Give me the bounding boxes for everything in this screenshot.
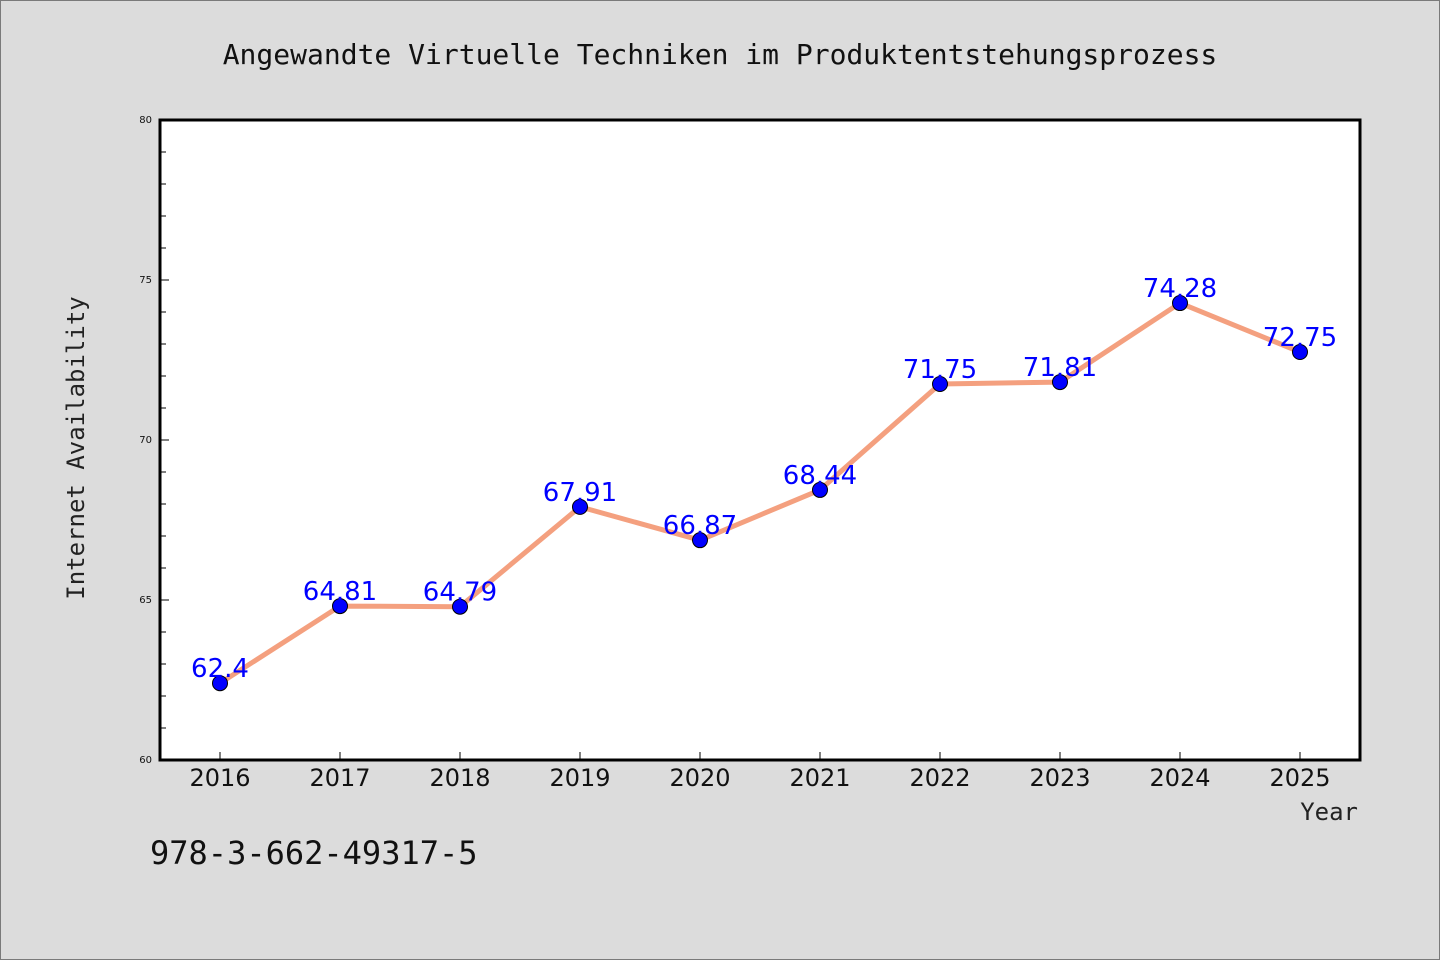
x-tick-label: 2025 [1269, 764, 1330, 792]
data-point-marker [332, 598, 348, 615]
plot-area [158, 118, 1362, 762]
data-point-marker [692, 532, 708, 549]
x-tick-label: 2022 [909, 764, 970, 792]
data-labels-group: 62.4 64.81 64.79 67.91 66.87 68.44 71.75 71.81 7… [191, 274, 1337, 684]
y-tick-label: 65 [139, 595, 152, 606]
y-tick-label: 70 [139, 435, 152, 446]
data-point-marker [1052, 374, 1068, 391]
data-label: 64.81 [303, 577, 377, 607]
data-point-marker [1172, 295, 1188, 312]
x-tick-label: 2020 [669, 764, 730, 792]
x-tick-label: 2019 [549, 764, 610, 792]
data-point-marker [1292, 344, 1308, 360]
chart-title: Angewandte Virtuelle Techniken im Produk… [223, 38, 1218, 71]
isbn-footer: 978-3-662-49317-5 [150, 834, 478, 872]
data-label: 67.91 [543, 478, 617, 508]
x-axis: 2016 2017 2018 2019 2020 2021 2022 2023 2024 2025 [189, 752, 1331, 792]
data-label: 71.81 [1023, 353, 1097, 383]
x-tick-label: 2023 [1029, 764, 1090, 792]
data-label: 68.44 [783, 461, 857, 491]
y-axis: 60 65 70 75 80 [139, 115, 169, 766]
data-point-marker [932, 376, 948, 392]
data-label: 71.75 [903, 355, 977, 385]
data-point-marker [572, 498, 588, 515]
y-tick-label: 75 [139, 275, 152, 286]
y-axis-label: Internet Availability [62, 296, 90, 599]
data-point-marker [452, 598, 468, 615]
x-tick-label: 2024 [1149, 764, 1210, 792]
x-tick-label: 2017 [309, 764, 370, 792]
data-label: 64.79 [423, 578, 497, 608]
y-tick-label: 80 [139, 115, 152, 126]
data-label: 74.28 [1143, 274, 1217, 304]
series-markers-group [212, 295, 1308, 692]
data-label: 72.75 [1263, 323, 1337, 353]
y-tick-label: 60 [139, 755, 152, 766]
data-label: 62.4 [191, 654, 249, 684]
series-line [217, 300, 1303, 686]
data-point-marker [212, 675, 228, 692]
x-axis-label: Year [1300, 798, 1358, 826]
data-point-marker [812, 481, 828, 498]
x-tick-label: 2016 [189, 764, 250, 792]
series-line-group [217, 300, 1303, 686]
x-tick-label: 2018 [429, 764, 490, 792]
x-tick-label: 2021 [789, 764, 850, 792]
data-label: 66.87 [663, 511, 737, 541]
